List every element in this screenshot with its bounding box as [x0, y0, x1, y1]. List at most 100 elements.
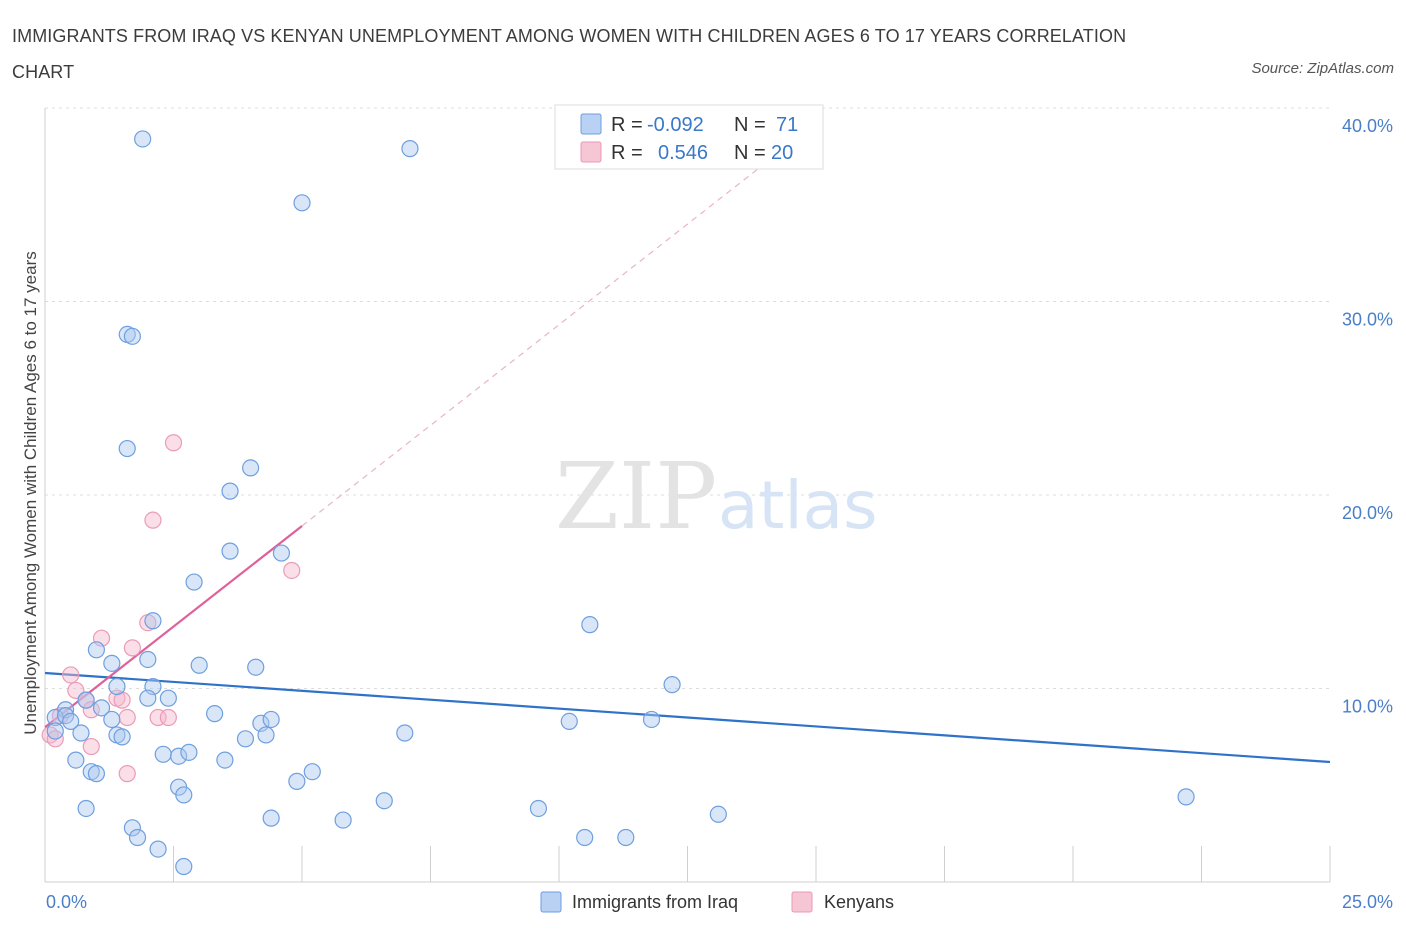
- y-tick-label: 30.0%: [1342, 310, 1393, 330]
- point-iraq: [103, 654, 121, 672]
- y-tick-label: 10.0%: [1342, 697, 1393, 717]
- legend-r-label-2: R =: [611, 142, 643, 164]
- point-iraq: [103, 710, 121, 729]
- point-iraq: [154, 745, 172, 763]
- point-kenyans: [144, 511, 162, 529]
- legend-r-value-2: 0.546: [658, 142, 708, 164]
- point-kenyans: [82, 701, 100, 719]
- point-iraq: [123, 819, 141, 837]
- legend-swatch-iraq: [580, 113, 602, 135]
- trendline-kenyans-extension: [301, 123, 817, 527]
- point-iraq: [642, 710, 661, 729]
- point-kenyans: [118, 708, 136, 727]
- watermark-atlas: atlas: [718, 467, 878, 544]
- point-iraq: [272, 544, 291, 562]
- point-iraq: [709, 805, 727, 823]
- legend-swatch-bottom-kenyans: [791, 891, 813, 913]
- point-iraq: [77, 691, 95, 709]
- point-iraq: [139, 650, 157, 669]
- series-legend: Immigrants from Iraq Kenyans: [540, 891, 894, 913]
- point-iraq: [190, 656, 208, 674]
- point-iraq: [221, 542, 239, 560]
- point-iraq: [170, 747, 188, 765]
- point-iraq: [216, 751, 234, 769]
- legend-r-label-1: R =: [611, 114, 643, 136]
- watermark-zip: ZIP: [555, 443, 717, 550]
- trendline-kenyans: [44, 525, 303, 729]
- legend-n-label-1: N =: [734, 114, 766, 136]
- point-iraq: [257, 726, 275, 744]
- point-iraq: [139, 689, 157, 707]
- watermark: ZIP atlas: [555, 443, 878, 550]
- point-iraq: [288, 772, 306, 790]
- point-iraq: [180, 743, 198, 761]
- point-iraq: [87, 641, 106, 659]
- point-iraq: [46, 722, 64, 740]
- point-iraq: [576, 828, 594, 847]
- point-iraq: [560, 712, 578, 730]
- point-kenyans: [159, 708, 177, 727]
- x-tick-label: 25.0%: [1342, 892, 1393, 912]
- point-kenyans: [82, 737, 100, 756]
- point-iraq: [108, 677, 126, 696]
- series-kenyans: [41, 434, 301, 783]
- point-iraq: [159, 689, 177, 707]
- legend-r-value-1: -0.092: [647, 114, 704, 136]
- legend-label-iraq: Immigrants from Iraq: [572, 892, 738, 912]
- y-axis-label: Unemployment Among Women with Children A…: [21, 251, 40, 735]
- y-tick-label: 20.0%: [1342, 503, 1393, 523]
- point-iraq: [247, 658, 265, 676]
- point-iraq: [149, 840, 167, 858]
- point-iraq: [581, 616, 599, 634]
- point-iraq: [236, 730, 255, 748]
- point-iraq: [617, 828, 635, 847]
- point-iraq: [242, 459, 260, 477]
- point-iraq: [175, 786, 193, 804]
- series-immigrants-from-iraq: [46, 130, 1195, 876]
- point-iraq: [62, 712, 80, 730]
- point-iraq: [262, 809, 280, 827]
- point-iraq: [396, 724, 414, 742]
- point-iraq: [175, 857, 193, 876]
- point-kenyans: [164, 434, 183, 452]
- point-iraq: [262, 710, 280, 729]
- point-kenyans: [62, 666, 80, 684]
- point-iraq: [663, 676, 681, 694]
- point-iraq: [293, 194, 311, 212]
- chart-title: IMMIGRANTS FROM IRAQ VS KENYAN UNEMPLOYM…: [12, 26, 1127, 82]
- point-iraq: [221, 482, 239, 500]
- source-credit: Source: ZipAtlas.com: [1251, 60, 1394, 77]
- point-iraq: [375, 792, 393, 810]
- point-iraq: [67, 751, 85, 769]
- legend-swatch-bottom-iraq: [540, 891, 562, 913]
- point-kenyans: [123, 639, 141, 657]
- axes: [44, 108, 1331, 883]
- point-iraq: [72, 724, 90, 742]
- y-tick-label: 40.0%: [1342, 116, 1393, 136]
- legend-n-label-2: N =: [734, 142, 766, 164]
- x-tick-label: 0.0%: [46, 892, 87, 912]
- point-iraq: [113, 728, 131, 746]
- point-iraq: [401, 140, 419, 158]
- legend-n-value-1: 71: [776, 114, 798, 136]
- point-iraq: [334, 811, 352, 829]
- point-iraq: [123, 327, 141, 345]
- point-iraq: [77, 799, 95, 818]
- y-tick-labels: 10.0% 20.0% 30.0% 40.0%: [1342, 116, 1393, 717]
- x-tick-labels: 0.0% 25.0%: [46, 892, 1393, 912]
- point-kenyans: [118, 765, 136, 783]
- trendlines: [44, 123, 1331, 764]
- point-iraq: [185, 573, 203, 591]
- point-iraq: [144, 612, 162, 630]
- point-iraq: [529, 799, 548, 818]
- point-kenyans: [283, 561, 301, 580]
- point-iraq: [134, 130, 152, 148]
- point-iraq: [206, 705, 224, 723]
- point-iraq: [118, 439, 136, 458]
- point-iraq: [1177, 788, 1195, 806]
- trendline-iraq: [44, 671, 1331, 764]
- point-iraq: [92, 699, 111, 717]
- legend-n-value-2: 20: [771, 142, 793, 164]
- point-iraq: [128, 828, 147, 847]
